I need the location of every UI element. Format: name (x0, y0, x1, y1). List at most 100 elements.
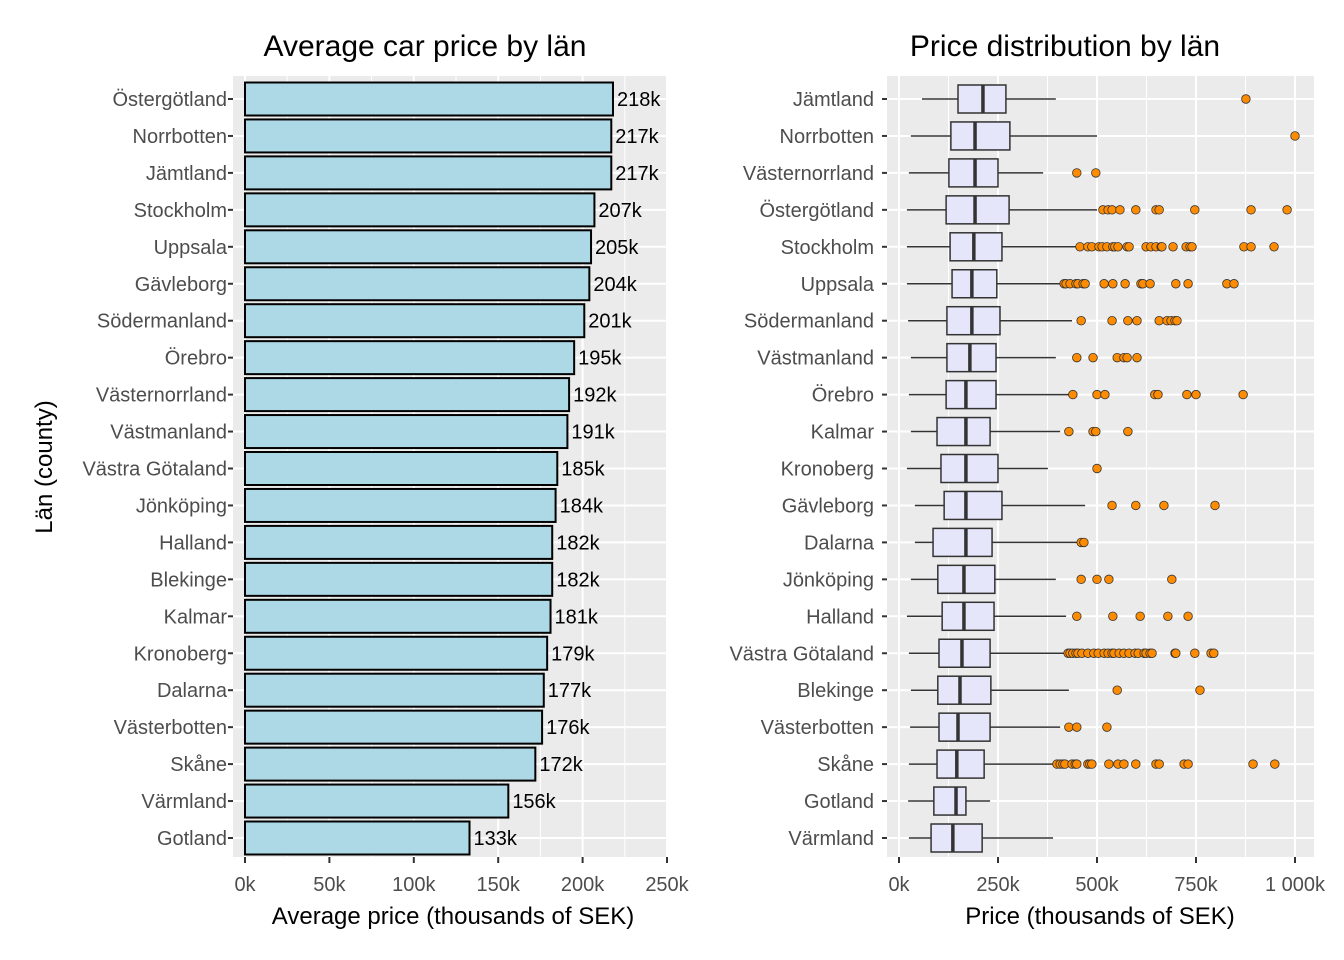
outlier-point (1108, 611, 1118, 622)
x-tick-label: 0k (234, 874, 256, 896)
outlier-point (1135, 611, 1145, 622)
x-tick-label: 200k (561, 874, 605, 896)
outlier-point (1102, 722, 1112, 732)
y-tick-label: Dalarna (804, 532, 875, 554)
outlier-point (1079, 537, 1089, 548)
bar (244, 192, 596, 228)
box-iqr (943, 490, 1003, 521)
box-iqr (945, 195, 1010, 225)
outlier-point (1153, 389, 1163, 400)
outlier-point (1248, 759, 1258, 769)
boxplot-x-ticks: 0k 250k 500k 750k 1 000k (888, 857, 1326, 896)
box-iqr (941, 601, 995, 632)
outlier-point (1124, 242, 1134, 252)
outlier-point (1076, 574, 1086, 585)
box-jönköping (910, 564, 1177, 595)
outlier-point (1154, 316, 1164, 326)
box-iqr (933, 786, 967, 816)
y-tick-label: Blekinge (797, 680, 874, 702)
x-tick-label: 50k (313, 874, 346, 896)
box-iqr (950, 121, 1011, 151)
y-tick-label: Gävleborg (782, 495, 874, 517)
outlier-point (1107, 316, 1117, 326)
outlier-point (1171, 279, 1181, 289)
box-uppsala (906, 269, 1239, 299)
y-tick-label: Jämtland (146, 163, 227, 185)
outlier-point (1092, 389, 1102, 400)
box-västerbotten (910, 712, 1112, 742)
bar (244, 266, 591, 302)
box-stockholm (906, 232, 1279, 262)
y-tick-label: Östergötland (112, 89, 227, 111)
y-tick-label: Kalmar (164, 606, 228, 628)
bar-chart-title: Average car price by län (264, 30, 587, 63)
outlier-point (1072, 759, 1082, 769)
outlier-point (1270, 759, 1280, 769)
bar (244, 340, 576, 376)
x-tick-label: 150k (477, 874, 521, 896)
y-tick-label: Gotland (157, 828, 227, 850)
box-dalarna (914, 527, 1089, 558)
bar (244, 561, 554, 597)
bar (244, 783, 510, 819)
box-östergötland (906, 195, 1292, 225)
bar (244, 414, 569, 450)
boxplot-x-axis-title: Price (thousands of SEK) (965, 903, 1234, 930)
boxplot-title: Price distribution by län (910, 30, 1220, 63)
outlier-point (1163, 611, 1173, 622)
y-tick-label: Dalarna (157, 680, 228, 702)
outlier-point (1123, 426, 1133, 437)
bar-chart-panel: Average car price by län 218k 217k 217k 207… (31, 30, 690, 930)
bar (244, 118, 613, 154)
outlier-point (1183, 279, 1193, 289)
box-iqr (945, 379, 997, 410)
bar-value-label: 172k (539, 754, 583, 776)
outlier-point (1238, 389, 1248, 400)
outlier-point (1183, 759, 1193, 769)
outlier-point (1241, 94, 1251, 104)
box-västmanland (910, 342, 1142, 373)
outlier-point (1190, 205, 1200, 215)
bar-chart-x-axis-title: Average price (thousands of SEK) (272, 903, 634, 930)
outlier-point (1154, 205, 1164, 215)
x-tick-label: 250k (976, 874, 1020, 896)
y-tick-label: Stockholm (134, 200, 227, 222)
y-tick-label: Södermanland (744, 311, 874, 333)
box-norrbotten (910, 121, 1300, 151)
outlier-point (1147, 648, 1157, 658)
bar (244, 377, 571, 413)
bar-value-label: 201k (588, 311, 632, 333)
outlier-point (1068, 389, 1078, 400)
y-tick-label: Skåne (817, 754, 874, 776)
box-iqr (940, 453, 999, 484)
outlier-point (1157, 242, 1167, 252)
bar-value-label: 176k (546, 717, 590, 739)
outlier-point (1167, 574, 1177, 585)
box-iqr (938, 638, 991, 668)
outlier-point (1187, 242, 1197, 252)
outlier-point (1229, 279, 1239, 289)
bar-value-label: 217k (615, 126, 659, 148)
box-kalmar (910, 416, 1133, 447)
y-tick-label: Örebro (812, 385, 874, 407)
y-tick-label: Jönköping (783, 569, 874, 591)
bar-value-label: 156k (512, 791, 556, 813)
y-tick-label: Gotland (804, 791, 874, 813)
boxplot-panel: Price distribution by län Jämtland Norrbo… (729, 30, 1326, 930)
outlier-point (1120, 279, 1130, 289)
bar-chart-bars: 218k 217k 217k 207k 205k 204k 201k 195k 192k 191k… (244, 81, 661, 856)
outlier-point (1107, 205, 1117, 215)
outlier-point (1171, 648, 1181, 658)
outlier-point (1168, 242, 1178, 252)
outlier-point (1064, 722, 1074, 732)
box-halland (906, 601, 1193, 632)
outlier-point (1092, 574, 1102, 585)
outlier-point (1104, 759, 1114, 769)
bar-value-label: 133k (474, 828, 518, 850)
outlier-point (1154, 759, 1164, 769)
outlier-point (1119, 759, 1129, 769)
y-tick-label: Västernorrland (743, 163, 874, 185)
bar-value-label: 177k (548, 680, 592, 702)
y-tick-label: Västernorrland (96, 385, 227, 407)
